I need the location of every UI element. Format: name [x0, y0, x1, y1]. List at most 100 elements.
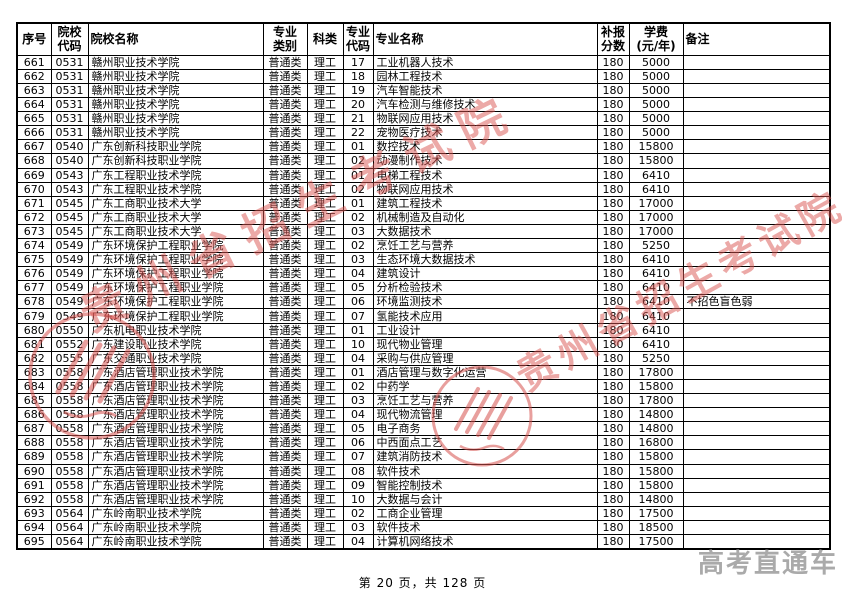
cell — [682, 237, 831, 254]
cell — [682, 322, 831, 338]
table-row: 671 0545 广东工商职业技术大学 普通类 理工 01 建筑工程技术 180 17000 — [16, 195, 831, 211]
cell: 180 — [596, 350, 630, 366]
cell: 01 — [342, 322, 374, 338]
cell: 180 — [596, 125, 630, 141]
cell: 695 — [16, 533, 52, 550]
cell: 17800 — [628, 393, 684, 409]
cell: 02 — [342, 153, 374, 169]
cell: 04 — [342, 266, 374, 282]
cell: 180 — [596, 449, 630, 465]
cell: 180 — [596, 153, 630, 169]
cell — [682, 421, 831, 437]
cell: 普通类 — [262, 181, 308, 197]
cell: 180 — [596, 97, 630, 113]
table-row: 690 0558 广东酒店管理职业技术学院 普通类 理工 08 软件技术 180 15800 — [16, 463, 831, 479]
cell: 663 — [16, 82, 52, 99]
cell: 分析检验技术 — [372, 280, 598, 296]
cell: 667 — [16, 139, 52, 155]
table-row: 685 0558 广东酒店管理职业技术学院 普通类 理工 03 烹饪工艺与营养 180 1780… — [16, 393, 831, 409]
table-row: 664 0531 赣州职业技术学院 普通类 理工 20 汽车检测与维修技术 180 5000 — [16, 97, 831, 113]
cell: 180 — [596, 505, 630, 521]
cell: 普通类 — [262, 435, 308, 451]
cell: 理工 — [306, 350, 344, 366]
table-header: 序号 院校 代码 院校名称 专业 类别 科类 专业 代码 专业名称 补报 分数 学费 (元/年)… — [16, 22, 831, 56]
cell — [682, 139, 831, 155]
cell: 0531 — [50, 125, 89, 141]
table-row: 692 0558 广东酒店管理职业技术学院 普通类 理工 10 大数据与会计 180 14800 — [16, 491, 831, 507]
cell: 赣州职业技术学院 — [87, 68, 264, 84]
cell: 普通类 — [262, 463, 308, 479]
cell: 0558 — [50, 393, 89, 409]
table-row: 662 0531 赣州职业技术学院 普通类 理工 18 园林工程技术 180 5000 — [16, 68, 831, 84]
cell: 6410 — [628, 308, 684, 324]
cell: 0550 — [50, 322, 89, 338]
cell: 普通类 — [262, 519, 308, 535]
cell: 理工 — [306, 167, 344, 183]
cell: 0564 — [50, 505, 89, 521]
cell: 普通类 — [262, 308, 308, 324]
cell: 180 — [596, 308, 630, 324]
cell — [682, 97, 831, 113]
cell: 理工 — [306, 336, 344, 352]
cell: 普通类 — [262, 505, 308, 521]
cell: 广东酒店管理职业技术学院 — [87, 435, 264, 451]
cell — [682, 223, 831, 240]
cell — [682, 519, 831, 535]
cell — [682, 491, 831, 507]
cell: 180 — [596, 280, 630, 296]
cell: 05 — [342, 421, 374, 437]
cell: 软件技术 — [372, 519, 598, 535]
table-row: 667 0540 广东创新科技职业学院 普通类 理工 01 数控技术 180 15800 — [16, 139, 831, 155]
cell: 672 — [16, 209, 52, 225]
cell: 10 — [342, 491, 374, 507]
cell: 工商企业管理 — [372, 505, 598, 521]
cell: 广东创新科技职业学院 — [87, 153, 264, 169]
cell: 现代物流管理 — [372, 407, 598, 423]
cell: 14800 — [628, 407, 684, 423]
cell — [682, 68, 831, 84]
cell: 671 — [16, 195, 52, 211]
cell: 15800 — [628, 449, 684, 465]
cell: 普通类 — [262, 449, 308, 465]
cell: 采购与供应管理 — [372, 350, 598, 366]
table-row: 694 0564 广东岭南职业技术学院 普通类 理工 03 软件技术 180 18500 — [16, 519, 831, 535]
table-row: 679 0549 广东环境保护工程职业学院 普通类 理工 07 氢能技术应用 180 6410 — [16, 308, 831, 324]
cell: 180 — [596, 111, 630, 127]
cell: 氢能技术应用 — [372, 308, 598, 324]
cell — [682, 308, 831, 324]
table-row: 663 0531 赣州职业技术学院 普通类 理工 19 汽车智能技术 180 5000 — [16, 82, 831, 99]
cell: 普通类 — [262, 266, 308, 282]
cell: 0531 — [50, 68, 89, 84]
cell: 广东酒店管理职业技术学院 — [87, 449, 264, 465]
cell: 理工 — [306, 195, 344, 211]
cell: 0558 — [50, 407, 89, 423]
table-row: 666 0531 赣州职业技术学院 普通类 理工 22 宠物医疗技术 180 5000 — [16, 125, 831, 141]
table-row: 676 0549 广东环境保护工程职业学院 普通类 理工 04 建筑设计 180 6410 — [16, 266, 831, 282]
cell — [682, 393, 831, 409]
cell: 普通类 — [262, 393, 308, 409]
cell — [682, 505, 831, 521]
table-row: 661 0531 赣州职业技术学院 普通类 理工 17 工业机器人技术 180 5000 — [16, 54, 831, 70]
cell — [682, 463, 831, 479]
table-body: 661 0531 赣州职业技术学院 普通类 理工 17 工业机器人技术 180 5000 662 0… — [16, 54, 831, 550]
cell: 180 — [596, 407, 630, 423]
cell: 烹饪工艺与营养 — [372, 237, 598, 254]
cell: 广东工商职业技术大学 — [87, 209, 264, 225]
table-row: 684 0558 广东酒店管理职业技术学院 普通类 理工 02 中药学 180 15800 — [16, 378, 831, 395]
cell: 685 — [16, 393, 52, 409]
cell: 686 — [16, 407, 52, 423]
cell: 建筑设计 — [372, 266, 598, 282]
cell: 广东酒店管理职业技术学院 — [87, 407, 264, 423]
cell: 0564 — [50, 533, 89, 550]
cell: 汽车智能技术 — [372, 82, 598, 99]
cell: 180 — [596, 68, 630, 84]
cell: 15800 — [628, 153, 684, 169]
cell: 理工 — [306, 407, 344, 423]
cell: 180 — [596, 463, 630, 479]
cell: 180 — [596, 533, 630, 550]
cell: 02 — [342, 378, 374, 395]
cell: 180 — [596, 435, 630, 451]
cell: 180 — [596, 393, 630, 409]
column-header: 补报 分数 — [596, 22, 630, 56]
cell: 180 — [596, 336, 630, 352]
